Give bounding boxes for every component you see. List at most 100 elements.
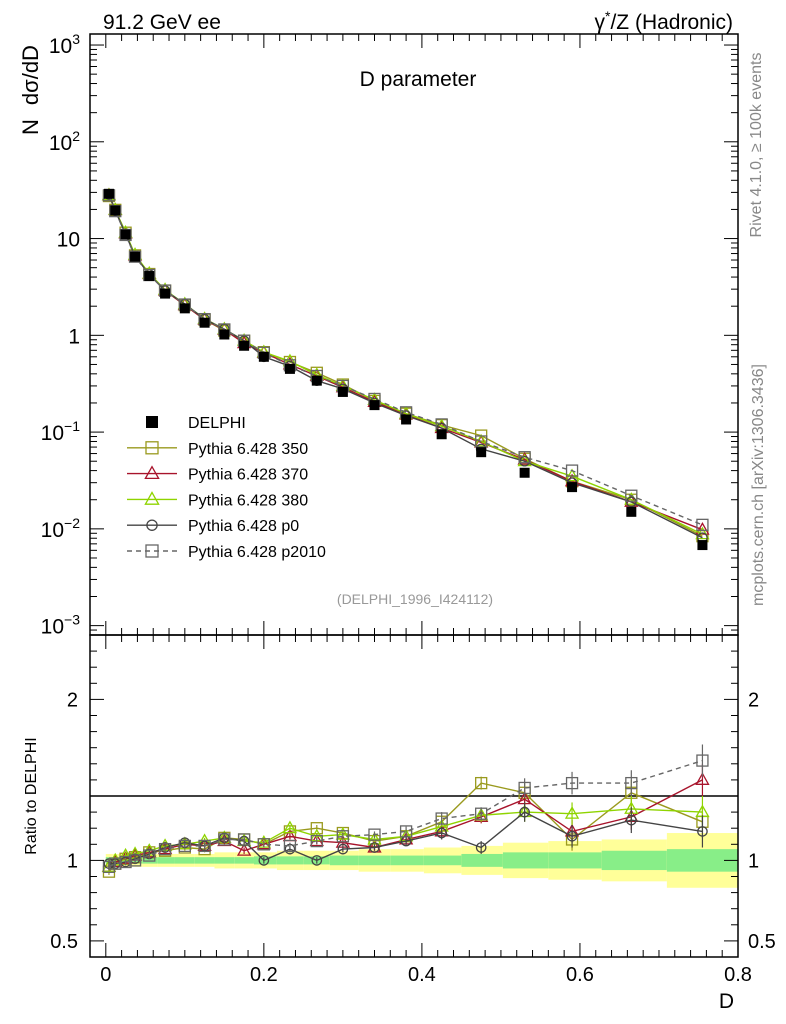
ratio-line bbox=[108, 808, 703, 868]
ratio-point bbox=[128, 854, 142, 867]
series-point bbox=[625, 496, 637, 508]
y-tick-label-exponent: 2 bbox=[72, 128, 80, 144]
series-point bbox=[475, 435, 488, 448]
band-inner bbox=[329, 855, 359, 866]
data-point bbox=[160, 288, 171, 299]
data-point bbox=[311, 375, 322, 386]
data-point bbox=[369, 400, 380, 411]
y-tick-label: 10−1 bbox=[41, 418, 81, 445]
legend-label: Pythia 6.428 p0 bbox=[188, 518, 299, 535]
ratio-point bbox=[695, 772, 710, 785]
data-point bbox=[626, 506, 637, 517]
x-tick-label: 0.6 bbox=[566, 964, 594, 986]
ratio-series bbox=[101, 744, 710, 878]
y-tick-label-exponent: −2 bbox=[64, 515, 80, 531]
series-point bbox=[119, 228, 132, 242]
data-point bbox=[401, 414, 412, 425]
ratio-point bbox=[143, 849, 156, 862]
data-point bbox=[120, 229, 131, 240]
main-ticks bbox=[90, 34, 739, 636]
ratio-ticks bbox=[90, 634, 739, 958]
data-point bbox=[258, 351, 269, 362]
ratio-point bbox=[337, 843, 349, 855]
legend-marker bbox=[144, 465, 160, 480]
x-tick-label: 0 bbox=[100, 964, 111, 986]
chart-title: D parameter bbox=[360, 68, 477, 91]
main-series bbox=[101, 187, 710, 544]
ratio-point bbox=[625, 776, 638, 790]
ratio-point bbox=[519, 806, 530, 818]
ratio-y-axis-label: Ratio to DELPHI bbox=[23, 737, 40, 854]
x-tick-label: 0.2 bbox=[250, 964, 278, 986]
band-inner bbox=[174, 857, 195, 864]
data-point bbox=[476, 447, 487, 458]
ratio-point bbox=[218, 833, 231, 846]
y-tick-label: 102 bbox=[49, 128, 80, 155]
y-tick-label-exponent: −3 bbox=[64, 612, 80, 628]
band-inner bbox=[214, 857, 235, 864]
ratio-point bbox=[518, 781, 531, 795]
y-tick-label: 10 bbox=[57, 229, 80, 252]
series-pythia-6-428-380 bbox=[101, 187, 710, 540]
ratio-point bbox=[282, 820, 298, 834]
band-inner bbox=[157, 857, 175, 864]
y-tick-label-exponent: −1 bbox=[64, 418, 80, 434]
band-inner bbox=[234, 857, 254, 864]
legend-label: Pythia 6.428 p2010 bbox=[188, 544, 326, 561]
data-point bbox=[519, 467, 530, 478]
ratio-point bbox=[109, 857, 122, 870]
band-inner bbox=[142, 857, 158, 864]
legend-label: Pythia 6.428 350 bbox=[188, 441, 308, 458]
legend-marker bbox=[144, 491, 160, 505]
ratio-point bbox=[236, 843, 252, 856]
band-inner bbox=[502, 852, 549, 869]
legend: DELPHI Pythia 6.428 350 Pythia 6.428 370 Py… bbox=[127, 415, 326, 561]
legend-marker bbox=[146, 416, 158, 428]
ratio-series-pythia-6-428-p2010 bbox=[102, 744, 709, 873]
ratio-y-tick-labels: 0.5 0.5 1 1 2 2 bbox=[50, 689, 776, 953]
series-point bbox=[519, 455, 530, 467]
series-pythia-6-428-350 bbox=[102, 189, 709, 543]
ratio-point bbox=[436, 827, 447, 839]
band-inner bbox=[461, 853, 503, 867]
ratio-point bbox=[102, 860, 116, 873]
ratio-point bbox=[565, 776, 579, 790]
ratio-line bbox=[109, 811, 703, 865]
ratio-point bbox=[258, 855, 270, 866]
legend-marker bbox=[146, 519, 158, 531]
band-inner bbox=[666, 849, 738, 872]
legend-marker bbox=[145, 441, 159, 455]
band-inner bbox=[390, 855, 424, 866]
side-text-bottom: mcplots.cern.ch [arXiv:1306.3436] bbox=[750, 364, 767, 606]
ratio-point bbox=[198, 839, 211, 853]
x-tick-label: 0.4 bbox=[408, 964, 436, 986]
legend-marker bbox=[145, 544, 159, 558]
watermark: (DELPHI_1996_I424112) bbox=[337, 591, 493, 607]
legend-label: Pythia 6.428 380 bbox=[188, 492, 308, 509]
series-line bbox=[108, 194, 703, 539]
ratio-point bbox=[237, 833, 251, 846]
ratio-panel: 0.5 0.5 1 1 2 2 0 0.2 0.4 0.6 0.8 Ratio to DELPHI… bbox=[23, 634, 776, 1013]
ratio-line bbox=[108, 759, 703, 868]
data-point bbox=[199, 317, 210, 328]
header-left: 91.2 GeV ee bbox=[103, 11, 221, 34]
ratio-line bbox=[108, 779, 703, 868]
y-tick-label: 103 bbox=[49, 31, 80, 58]
ratio-point bbox=[368, 828, 381, 841]
ratio-point bbox=[178, 839, 191, 853]
ratio-point bbox=[119, 855, 132, 869]
ratio-point bbox=[625, 814, 637, 826]
ratio-point bbox=[367, 831, 382, 845]
data-point bbox=[239, 340, 250, 351]
y-tick-label: 10−3 bbox=[41, 612, 81, 639]
band-inner bbox=[276, 856, 304, 865]
data-point bbox=[144, 271, 155, 282]
ratio-y-tick-label: 1 bbox=[67, 850, 78, 872]
ratio-point bbox=[697, 826, 708, 837]
band-inner bbox=[548, 852, 602, 869]
ratio-point bbox=[475, 842, 487, 853]
ratio-y-tick-label-right: 2 bbox=[748, 689, 759, 711]
data-point bbox=[179, 303, 190, 314]
ratio-point bbox=[311, 855, 323, 866]
data-point bbox=[284, 363, 295, 374]
